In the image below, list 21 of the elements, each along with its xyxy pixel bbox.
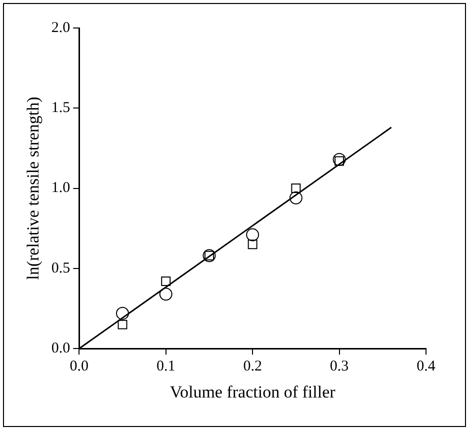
y-tick-label: 1.0 <box>51 180 70 196</box>
y-tick-label: 0.5 <box>51 260 70 276</box>
point <box>289 191 302 204</box>
point <box>332 152 346 166</box>
point <box>116 306 130 320</box>
x-tick-label: 0.3 <box>330 358 349 375</box>
x-tick-label: 0.1 <box>156 358 176 375</box>
x-axis-title: Volume fraction of filler <box>170 382 336 402</box>
point <box>248 240 258 250</box>
y-tick-label: 1.5 <box>51 100 70 116</box>
x-tick-label: 0.0 <box>70 358 89 375</box>
y-tick-label: 2.0 <box>51 20 70 36</box>
point <box>118 320 128 330</box>
point <box>161 276 171 286</box>
point <box>291 184 301 194</box>
x-tick-label: 0.4 <box>416 358 436 375</box>
x-tick-label: 0.2 <box>243 358 262 375</box>
y-axis-title: ln(relative tensile strength) <box>24 96 43 280</box>
y-tick-label: 0.0 <box>51 340 70 357</box>
point <box>246 228 260 242</box>
point <box>159 288 172 301</box>
